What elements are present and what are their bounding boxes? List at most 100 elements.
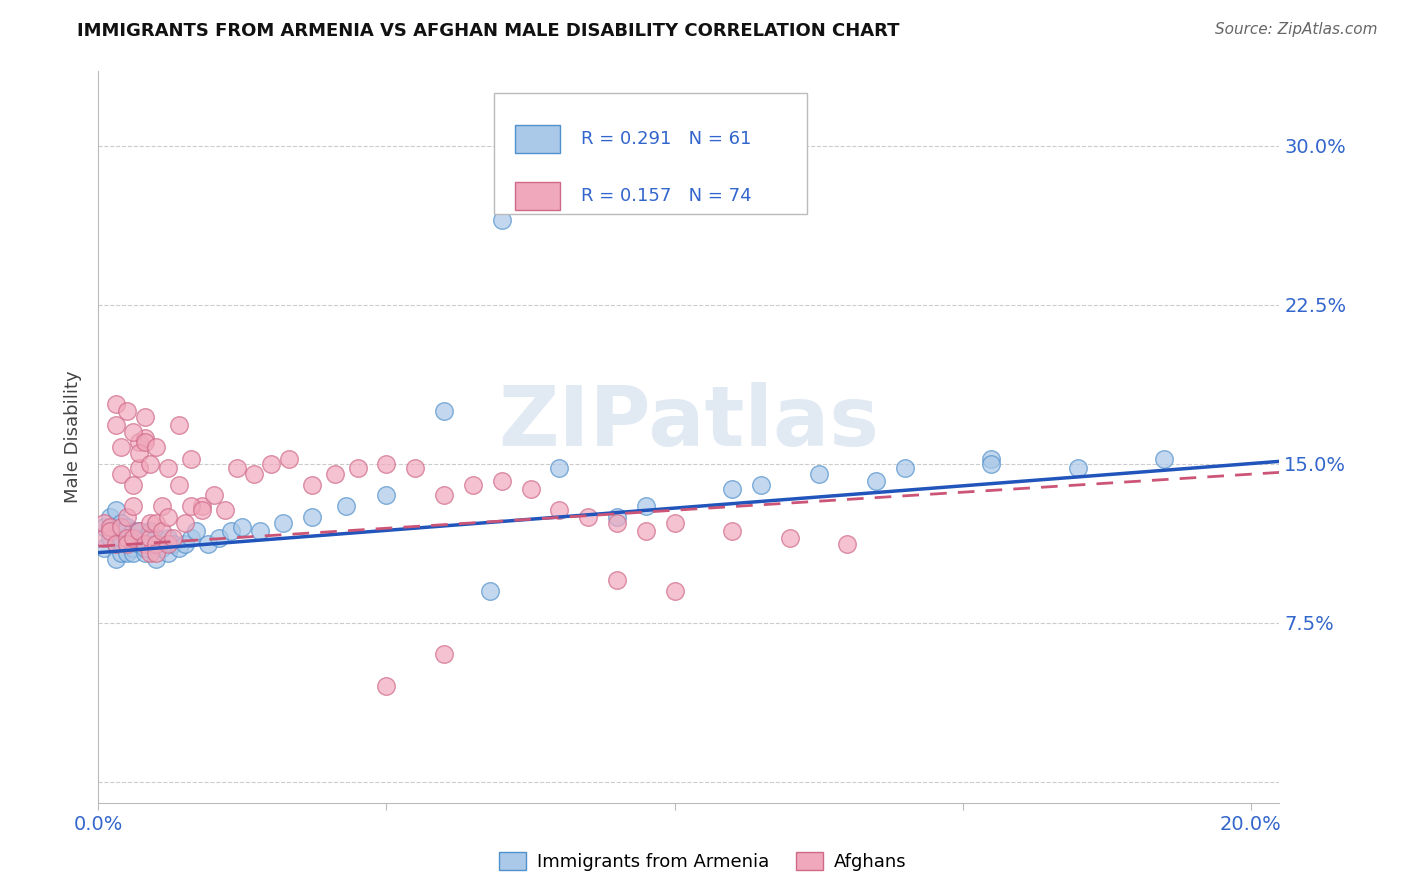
Point bbox=[461, 477, 484, 491]
Point bbox=[433, 488, 456, 502]
Point bbox=[104, 418, 127, 433]
Point bbox=[346, 460, 368, 475]
Point bbox=[128, 524, 150, 539]
Point bbox=[162, 537, 184, 551]
Point bbox=[139, 516, 162, 530]
Point bbox=[404, 460, 426, 475]
Point bbox=[167, 541, 190, 556]
Point bbox=[433, 648, 456, 662]
Point bbox=[134, 435, 156, 450]
Point bbox=[214, 503, 236, 517]
Point bbox=[104, 537, 127, 551]
Point bbox=[110, 516, 132, 530]
Point bbox=[173, 537, 195, 551]
Point bbox=[634, 524, 657, 539]
Point bbox=[167, 418, 190, 433]
Point bbox=[139, 457, 162, 471]
Point bbox=[128, 446, 150, 460]
Point bbox=[219, 524, 242, 539]
Point bbox=[548, 503, 571, 517]
Point bbox=[110, 531, 132, 545]
Text: R = 0.291   N = 61: R = 0.291 N = 61 bbox=[582, 129, 752, 148]
Point bbox=[837, 537, 859, 551]
Point bbox=[150, 524, 173, 539]
Text: ZIPatlas: ZIPatlas bbox=[499, 382, 879, 463]
Text: IMMIGRANTS FROM ARMENIA VS AFGHAN MALE DISABILITY CORRELATION CHART: IMMIGRANTS FROM ARMENIA VS AFGHAN MALE D… bbox=[77, 22, 900, 40]
Point bbox=[606, 573, 628, 587]
FancyBboxPatch shape bbox=[516, 182, 560, 210]
Point bbox=[301, 509, 323, 524]
Point bbox=[479, 583, 502, 598]
Point bbox=[865, 474, 887, 488]
Point bbox=[779, 531, 801, 545]
Point bbox=[139, 537, 162, 551]
Point bbox=[122, 541, 145, 556]
Point bbox=[98, 524, 121, 539]
Point bbox=[375, 488, 398, 502]
Point bbox=[980, 457, 1002, 471]
Point bbox=[173, 516, 195, 530]
Point bbox=[186, 524, 208, 539]
Point bbox=[807, 467, 830, 482]
Point bbox=[162, 531, 184, 545]
Point bbox=[122, 546, 145, 560]
FancyBboxPatch shape bbox=[516, 125, 560, 153]
FancyBboxPatch shape bbox=[494, 94, 807, 214]
Point bbox=[145, 552, 167, 566]
Point bbox=[156, 537, 179, 551]
Point bbox=[150, 541, 173, 556]
Point bbox=[180, 499, 202, 513]
Point bbox=[139, 531, 162, 545]
Point bbox=[139, 524, 162, 539]
Point bbox=[128, 435, 150, 450]
Point bbox=[128, 537, 150, 551]
Point bbox=[191, 499, 214, 513]
Point bbox=[576, 509, 599, 524]
Text: R = 0.157   N = 74: R = 0.157 N = 74 bbox=[582, 186, 752, 204]
Point bbox=[335, 499, 357, 513]
Point bbox=[301, 477, 323, 491]
Point bbox=[606, 516, 628, 530]
Point bbox=[202, 488, 225, 502]
Point bbox=[104, 552, 127, 566]
Point bbox=[548, 460, 571, 475]
Point bbox=[180, 452, 202, 467]
Legend: Immigrants from Armenia, Afghans: Immigrants from Armenia, Afghans bbox=[492, 845, 914, 879]
Point bbox=[721, 482, 744, 496]
Point bbox=[156, 460, 179, 475]
Point bbox=[433, 403, 456, 417]
Point bbox=[277, 452, 299, 467]
Point bbox=[491, 474, 513, 488]
Point bbox=[115, 529, 138, 543]
Point bbox=[122, 477, 145, 491]
Point bbox=[128, 531, 150, 545]
Point bbox=[134, 409, 156, 424]
Point bbox=[980, 452, 1002, 467]
Point bbox=[122, 425, 145, 439]
Point bbox=[98, 509, 121, 524]
Point bbox=[150, 499, 173, 513]
Point bbox=[145, 531, 167, 545]
Point bbox=[191, 503, 214, 517]
Point bbox=[208, 531, 231, 545]
Point bbox=[1153, 452, 1175, 467]
Point bbox=[323, 467, 346, 482]
Point bbox=[375, 679, 398, 693]
Point bbox=[167, 477, 190, 491]
Point bbox=[115, 531, 138, 545]
Point bbox=[93, 520, 115, 534]
Point bbox=[134, 541, 156, 556]
Point bbox=[145, 546, 167, 560]
Point bbox=[894, 460, 917, 475]
Point bbox=[145, 516, 167, 530]
Point bbox=[115, 546, 138, 560]
Point bbox=[225, 460, 247, 475]
Point bbox=[122, 531, 145, 545]
Point bbox=[115, 537, 138, 551]
Point bbox=[122, 499, 145, 513]
Point bbox=[749, 477, 772, 491]
Point bbox=[634, 499, 657, 513]
Point bbox=[93, 531, 115, 545]
Point bbox=[271, 516, 294, 530]
Point bbox=[260, 457, 283, 471]
